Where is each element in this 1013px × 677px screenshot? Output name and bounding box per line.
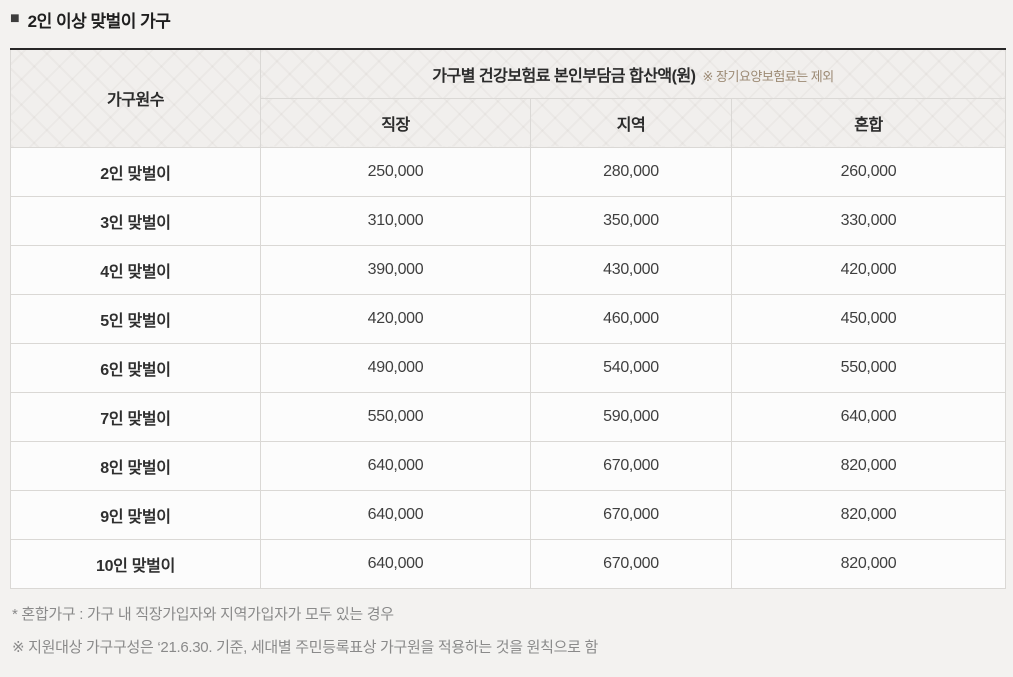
value-cell: 490,000 [260,342,531,393]
footnote-criteria: ※ 지원대상 가구구성은 ‘21.6.30. 기준, 세대별 주민등록표상 가구… [12,638,599,656]
value-cell: 250,000 [260,146,531,197]
value-cell: 310,000 [260,195,531,246]
value-cell: 420,000 [260,293,531,344]
group-header-note: ※ 장기요양보험료는 제외 [702,68,835,84]
value-cell: 670,000 [530,538,732,589]
value-cell: 590,000 [530,391,732,442]
value-cell: 820,000 [730,489,1007,540]
value-cell: 640,000 [260,538,531,589]
value-cell: 260,000 [730,146,1007,197]
row-label: 7인 맞벌이 [10,391,261,442]
section-title-text: 2인 이상 맞벌이 가구 [27,11,171,31]
value-cell: 550,000 [730,342,1007,393]
value-cell: 670,000 [530,489,732,540]
value-cell: 330,000 [730,195,1007,246]
table-row: 4인 맞벌이 390,000 430,000 420,000 [10,244,1007,295]
row-label: 10인 맞벌이 [10,538,261,589]
table-row: 8인 맞벌이 640,000 670,000 820,000 [10,440,1007,491]
table-body: 2인 맞벌이 250,000 280,000 260,000 3인 맞벌이 310,000… [10,146,1007,589]
value-cell: 280,000 [530,146,732,197]
value-cell: 820,000 [730,440,1007,491]
table-row: 7인 맞벌이 550,000 590,000 640,000 [10,391,1007,442]
table-row: 10인 맞벌이 640,000 670,000 820,000 [10,538,1007,589]
value-cell: 420,000 [730,244,1007,295]
row-label: 6인 맞벌이 [10,342,261,393]
value-cell: 540,000 [530,342,732,393]
row-label: 5인 맞벌이 [10,293,261,344]
value-cell: 640,000 [260,440,531,491]
footnote-mixed-household: * 혼합가구 : 가구 내 직장가입자와 지역가입자가 모두 있는 경우 [12,605,394,623]
row-label: 9인 맞벌이 [10,489,261,540]
value-cell: 350,000 [530,195,732,246]
row-label: 8인 맞벌이 [10,440,261,491]
insurance-premium-table: 가구원수 가구별 건강보험료 본인부담금 합산액(원) ※ 장기요양보험료는 제외… [10,48,1007,589]
subheader-row: 직장 지역 혼합 [11,97,1007,148]
table-header: 가구원수 가구별 건강보험료 본인부담금 합산액(원) ※ 장기요양보험료는 제외… [10,48,1007,148]
value-cell: 670,000 [530,440,732,491]
table-row: 9인 맞벌이 640,000 670,000 820,000 [10,489,1007,540]
group-header-main: 가구별 건강보험료 본인부담금 합산액(원) [432,67,696,85]
row-label: 4인 맞벌이 [10,244,261,295]
column-header-household-size: 가구원수 [10,48,261,148]
group-header-row: 가구원수 가구별 건강보험료 본인부담금 합산액(원) ※ 장기요양보험료는 제외 [10,48,1007,148]
value-cell: 390,000 [260,244,531,295]
value-cell: 820,000 [730,538,1007,589]
value-cell: 550,000 [260,391,531,442]
table-row: 6인 맞벌이 490,000 540,000 550,000 [10,342,1007,393]
value-cell: 640,000 [730,391,1007,442]
section-title: ■ 2인 이상 맞벌이 가구 [10,8,1005,31]
group-header-cell: 가구별 건강보험료 본인부담금 합산액(원) ※ 장기요양보험료는 제외 [259,48,1007,99]
column-header-mixed: 혼합 [730,97,1007,148]
value-cell: 450,000 [730,293,1007,344]
square-bullet-icon: ■ [10,10,20,27]
value-cell: 460,000 [530,293,732,344]
table-row: 5인 맞벌이 420,000 460,000 450,000 [10,293,1007,344]
value-cell: 640,000 [260,489,531,540]
table-row: 2인 맞벌이 250,000 280,000 260,000 [10,146,1007,197]
column-header-workplace: 직장 [260,97,531,148]
row-label: 2인 맞벌이 [10,146,261,197]
row-label: 3인 맞벌이 [10,195,261,246]
column-header-regional: 지역 [530,97,732,148]
value-cell: 430,000 [530,244,732,295]
table-row: 3인 맞벌이 310,000 350,000 330,000 [10,195,1007,246]
